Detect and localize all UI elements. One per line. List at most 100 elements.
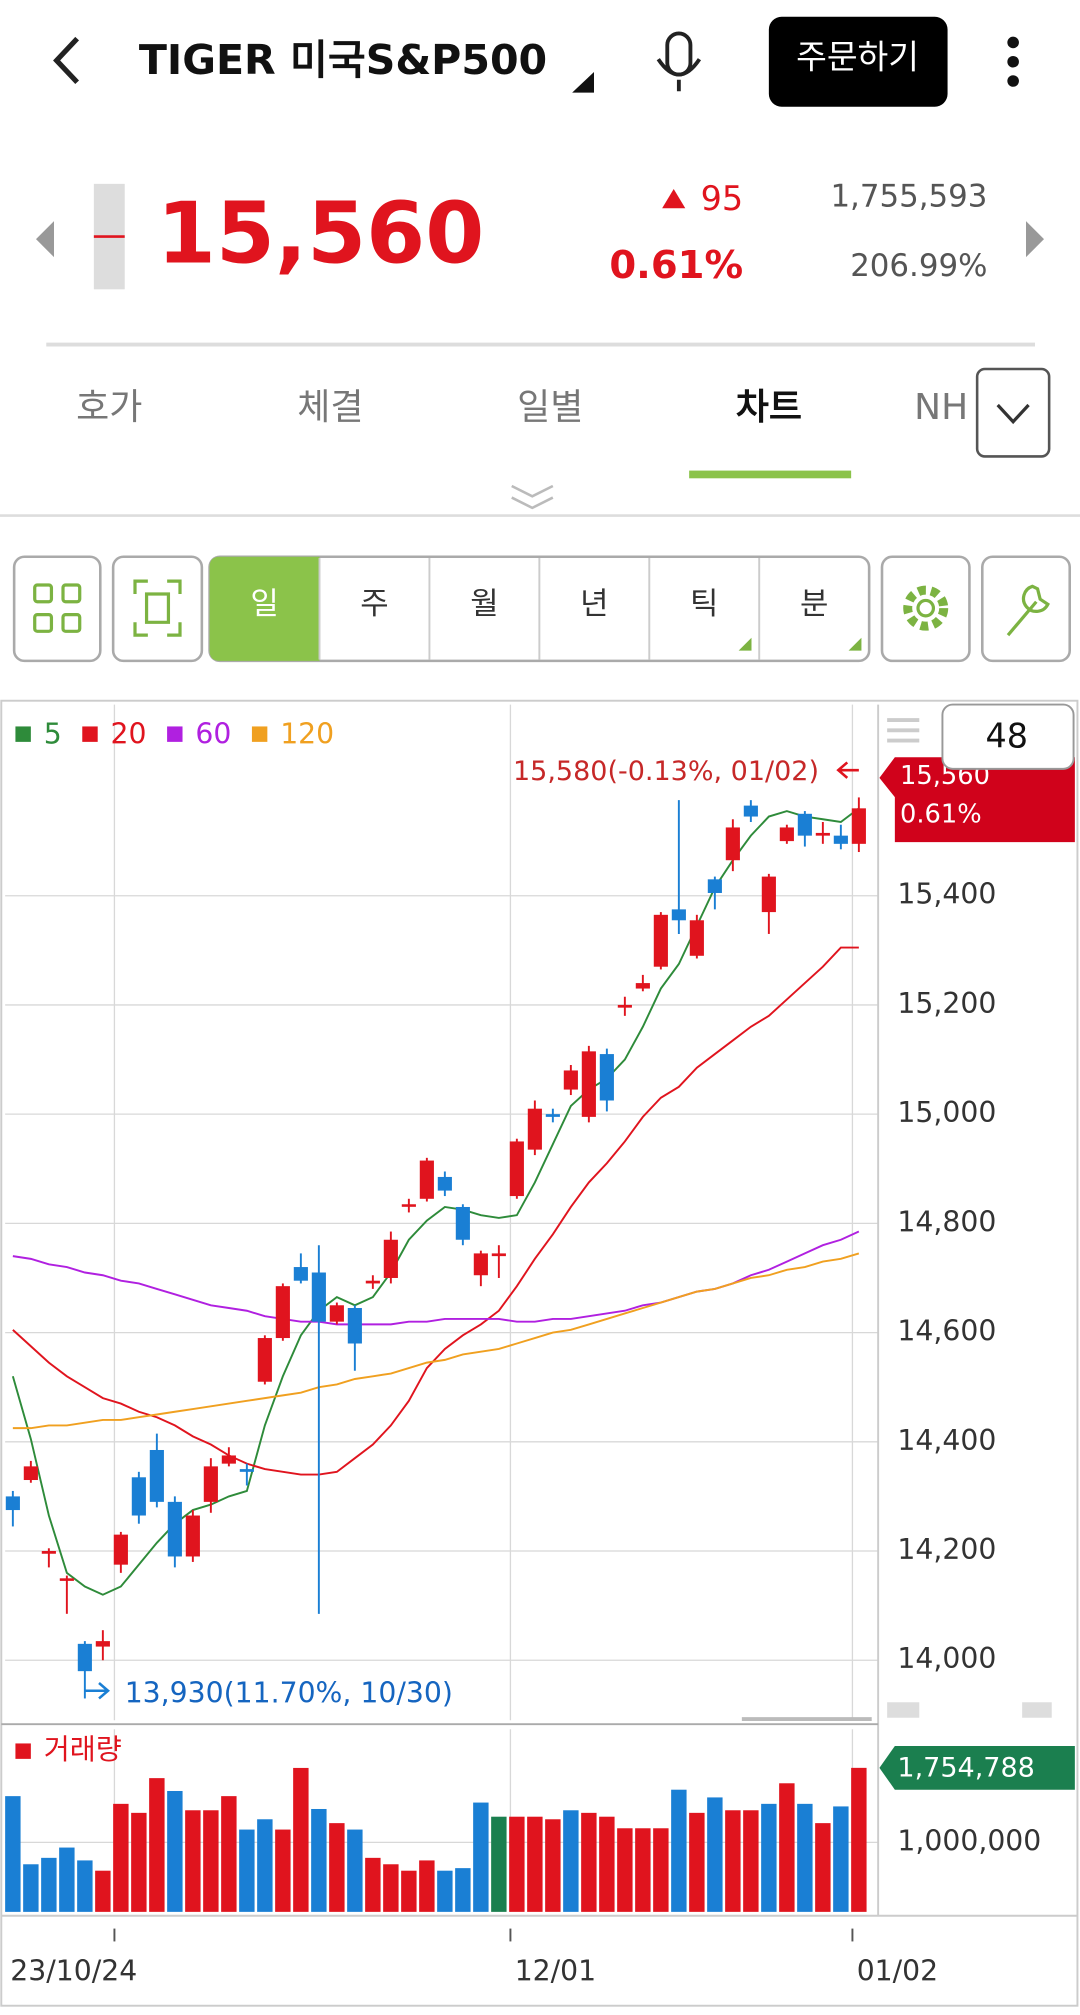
- prev-stock[interactable]: [36, 221, 54, 258]
- tab[interactable]: NH: [914, 387, 968, 428]
- volume-bar: [509, 1816, 525, 1912]
- visible-count: 48: [985, 717, 1028, 756]
- candle-body: [473, 1253, 488, 1276]
- title-dropdown[interactable]: [572, 72, 594, 93]
- volume-bar: [473, 1802, 489, 1912]
- y-tick-label: 14,400: [897, 1424, 996, 1457]
- tab[interactable]: 체결: [297, 387, 363, 428]
- candle-body: [833, 835, 848, 844]
- volume-bar: [833, 1806, 849, 1912]
- volume-tag: [879, 1746, 1075, 1790]
- chart-frame: [0, 699, 1079, 2007]
- volume-bar: [41, 1857, 57, 1912]
- candle-body: [491, 1253, 506, 1257]
- legend-label: 120: [280, 717, 334, 750]
- candle-body: [581, 1051, 596, 1117]
- volume-bar: [635, 1828, 651, 1912]
- period-button[interactable]: 틱: [690, 586, 718, 622]
- legend-label: 60: [195, 717, 231, 750]
- candle-body: [401, 1204, 416, 1207]
- period-button[interactable]: 일: [250, 586, 278, 622]
- pane-handle[interactable]: [887, 718, 920, 743]
- tab-bar: 호가 체결 일별 차트 NH: [76, 387, 968, 428]
- candle-body: [563, 1070, 578, 1090]
- candle-body: [671, 909, 686, 921]
- order-button[interactable]: [768, 16, 948, 107]
- volume-bar: [797, 1803, 813, 1912]
- volume-bar: [563, 1810, 579, 1912]
- candle-body: [725, 827, 740, 861]
- expand-handle[interactable]: [511, 484, 554, 510]
- volume-bar: [671, 1789, 687, 1912]
- x-tick-label: 01/02: [857, 1954, 938, 1987]
- x-tick-label: 12/01: [515, 1954, 596, 1987]
- candle-body: [329, 1305, 344, 1322]
- volume-bar: [815, 1823, 831, 1912]
- candle-body: [311, 1272, 326, 1322]
- period-button[interactable]: 월: [470, 586, 498, 622]
- submenu-marker: [738, 637, 752, 651]
- candle-body: [167, 1501, 182, 1557]
- candle-body: [131, 1477, 146, 1516]
- mic-button[interactable]: [656, 31, 702, 92]
- candle-body: [365, 1280, 380, 1284]
- volume-bar: [401, 1870, 417, 1912]
- price-tag-rate: 0.61%: [900, 800, 982, 830]
- icon-part: [916, 598, 936, 618]
- period-button[interactable]: 분: [800, 586, 828, 622]
- dot: [1007, 75, 1019, 87]
- period-button[interactable]: 년: [580, 586, 608, 622]
- candle-body: [437, 1176, 452, 1191]
- volume-bar: [527, 1816, 543, 1912]
- tab[interactable]: 일별: [517, 387, 583, 428]
- settings-button[interactable]: [880, 555, 971, 663]
- back-button[interactable]: [53, 36, 80, 85]
- candle-body: [203, 1466, 218, 1502]
- volume-title: 거래량: [44, 1733, 122, 1766]
- next-stock[interactable]: [1026, 221, 1044, 258]
- count-box[interactable]: [941, 703, 1075, 770]
- candle-body: [509, 1141, 524, 1197]
- trade-volume: 1,755,593: [830, 179, 987, 215]
- volume-bar: [293, 1767, 309, 1912]
- volume-bar: [419, 1860, 435, 1912]
- candle-body: [455, 1206, 470, 1240]
- candle-body: [149, 1449, 164, 1502]
- legend-swatch: [251, 726, 268, 742]
- icon-part: [33, 612, 54, 633]
- volume-bar: [455, 1868, 471, 1912]
- up-arrow: [662, 189, 686, 209]
- stock-title[interactable]: TIGER 미국S&P500: [139, 36, 547, 84]
- tab[interactable]: 차트: [736, 387, 802, 428]
- volume-tick-label: 1,000,000: [897, 1824, 1041, 1857]
- candle-body: [527, 1108, 542, 1150]
- volume-bar: [545, 1819, 561, 1912]
- mic-icon-stand: [656, 58, 702, 92]
- volume-bar: [95, 1870, 111, 1912]
- dot: [1007, 55, 1019, 68]
- icon-part: [33, 583, 54, 604]
- layout-button[interactable]: [12, 555, 102, 663]
- volume-bar: [347, 1829, 363, 1912]
- tab-dropdown[interactable]: [975, 367, 1051, 458]
- volume-bar: [653, 1828, 669, 1912]
- volume-bar: [383, 1864, 399, 1912]
- fullscreen-button[interactable]: [111, 555, 204, 663]
- period-active-bg: [209, 556, 320, 661]
- volume-bar: [5, 1796, 21, 1912]
- price-tag: [879, 757, 1075, 843]
- more-menu[interactable]: [1007, 36, 1019, 87]
- tools-button[interactable]: [981, 555, 1071, 663]
- volume-bar: [239, 1829, 255, 1912]
- volume-bar: [257, 1819, 273, 1912]
- volume-bar: [113, 1803, 129, 1912]
- candle-body: [185, 1515, 200, 1557]
- volume-bar: [617, 1828, 633, 1912]
- low-arrow: [84, 1682, 110, 1700]
- candle-body: [239, 1469, 254, 1472]
- volume-bar: [149, 1778, 165, 1912]
- period-button[interactable]: 주: [360, 586, 388, 622]
- tab[interactable]: 호가: [76, 387, 142, 428]
